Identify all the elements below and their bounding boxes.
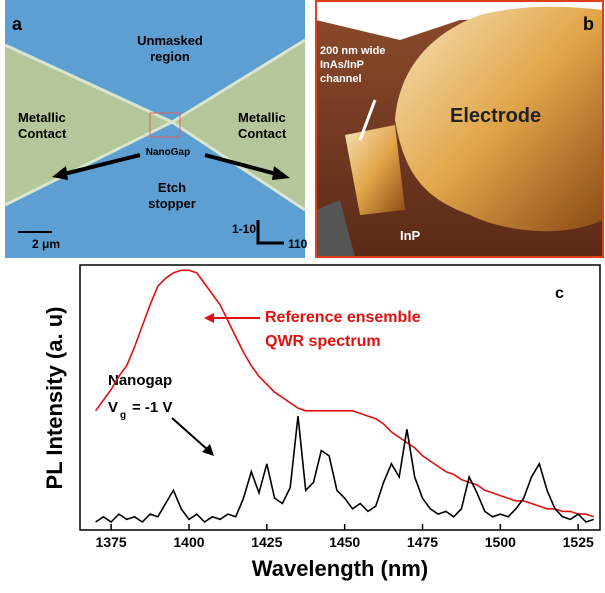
label: stopper xyxy=(148,196,196,211)
arrow xyxy=(204,153,281,177)
label: channel xyxy=(320,73,362,85)
annotation: g xyxy=(120,410,126,421)
annotation: = -1 V xyxy=(132,399,172,416)
x-tick-label: 1500 xyxy=(485,534,516,550)
contact-region xyxy=(172,40,305,210)
x-axis-label: Wavelength (nm) xyxy=(252,556,428,581)
zoom-box xyxy=(149,112,181,138)
panel-a: a Unmasked region Metallic Contact Metal… xyxy=(4,0,308,258)
label: region xyxy=(150,49,190,64)
arrow xyxy=(59,153,141,177)
series-line xyxy=(94,269,595,518)
x-tick-label: 1525 xyxy=(563,534,594,550)
arrow xyxy=(171,417,209,451)
label: Contact xyxy=(238,126,287,141)
y-axis-label: PL Intensity (a. u) xyxy=(42,307,67,490)
panel-label: c xyxy=(555,285,564,302)
x-tick-label: 1375 xyxy=(96,534,127,550)
arrow xyxy=(358,99,377,141)
annotation: Reference ensemble xyxy=(265,309,421,326)
x-tick-label: 1400 xyxy=(173,534,204,550)
arrow-head xyxy=(272,166,290,180)
arrow-head xyxy=(52,166,68,180)
label: Contact xyxy=(18,126,67,141)
etch-edge xyxy=(169,38,306,212)
frame xyxy=(315,0,604,258)
annotation: Nanogap xyxy=(108,372,172,389)
label: Metallic xyxy=(18,110,66,125)
label: Unmasked xyxy=(137,33,203,48)
x-tick-label: 1425 xyxy=(251,534,282,550)
label: InAs/InP xyxy=(320,59,364,71)
panel-c: c Reference ensemble QWR spectrum Nanoga… xyxy=(42,264,601,581)
plot-frame xyxy=(79,264,601,531)
label: Electrode xyxy=(450,105,541,127)
label: 110 xyxy=(288,237,308,251)
arrow-head xyxy=(204,313,214,323)
axes-arrows xyxy=(256,220,284,245)
label: Etch xyxy=(158,180,186,195)
annotation: V xyxy=(108,399,118,416)
contact-region xyxy=(5,45,172,205)
panel-label: a xyxy=(12,14,23,34)
label: Metallic xyxy=(238,110,286,125)
label: 1-10 xyxy=(232,222,256,236)
electrode xyxy=(395,6,603,232)
label: InP xyxy=(400,228,421,243)
series-line xyxy=(95,416,595,524)
channel xyxy=(345,125,405,215)
panel-b: b 200 nm wide InAs/InP channel Electrode… xyxy=(315,0,604,258)
arrow-head xyxy=(202,444,214,456)
x-tick-label: 1475 xyxy=(407,534,438,550)
label: 200 nm wide xyxy=(320,45,385,57)
shadow xyxy=(316,200,355,257)
x-tick-label: 1450 xyxy=(329,534,360,550)
panel-label: b xyxy=(583,14,594,34)
label: NanoGap xyxy=(146,147,190,158)
scale-label: 2 μm xyxy=(32,237,60,251)
annotation: QWR spectrum xyxy=(265,333,381,350)
